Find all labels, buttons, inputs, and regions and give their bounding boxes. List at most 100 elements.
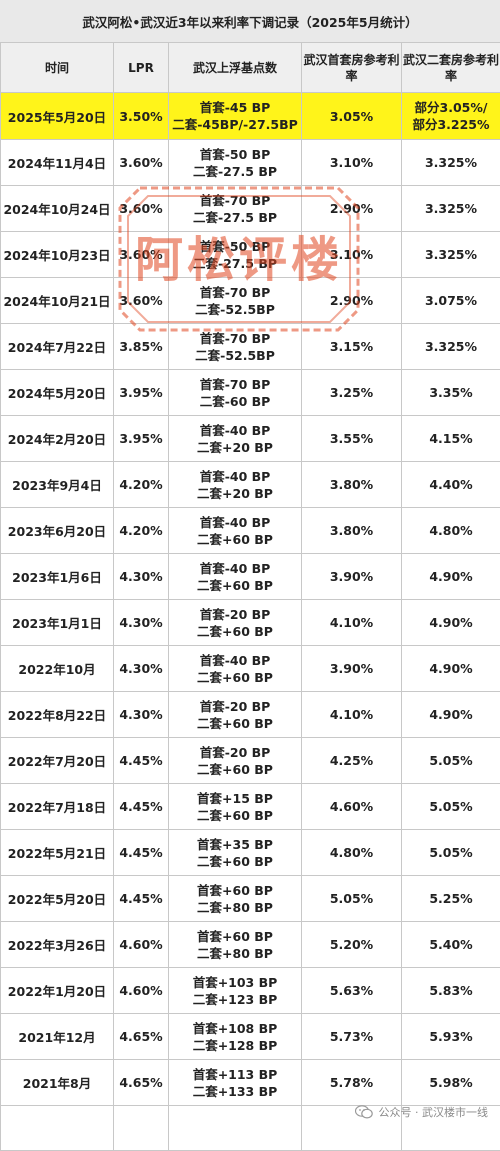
cell-second-rate: 5.40% [402,922,500,968]
bp-second-home: 二套+60 BP [169,853,301,870]
cell-date: 2021年8月 [1,1060,114,1106]
cell-first-rate: 5.63% [302,968,402,1014]
bp-second-home: 二套+80 BP [169,899,301,916]
cell-second-rate: 4.90% [402,646,500,692]
cell-second-rate: 4.90% [402,554,500,600]
footer-watermark: 公众号 · 武汉楼市一线 [355,1104,489,1120]
cell-lpr: 4.20% [114,462,169,508]
cell-second-rate: 部分3.05%/部分3.225% [402,93,500,140]
bp-first-home: 首套-70 BP [169,192,301,209]
cell-lpr: 4.30% [114,646,169,692]
page-title: 武汉阿松•武汉近3年以来利率下调记录（2025年5月统计） [0,0,500,43]
bp-second-home: 二套-27.5 BP [169,255,301,272]
cell-date: 2024年2月20日 [1,416,114,462]
cell-date: 2023年1月6日 [1,554,114,600]
cell-second-rate: 5.25% [402,876,500,922]
cell-lpr: 4.45% [114,876,169,922]
bp-first-home: 首套+35 BP [169,836,301,853]
bp-first-home: 首套-40 BP [169,468,301,485]
cell-lpr: 4.30% [114,554,169,600]
cell-lpr: 3.95% [114,370,169,416]
second-rate-part-a: 部分3.05%/ [402,99,500,116]
cell-lpr: 3.60% [114,278,169,324]
cell-first-rate: 4.10% [302,600,402,646]
cell-lpr: 4.60% [114,968,169,1014]
cell-first-rate: 4.10% [302,692,402,738]
cell-second-rate: 4.90% [402,600,500,646]
bp-second-home: 二套-52.5BP [169,301,301,318]
column-header-date: 时间 [1,43,114,93]
bp-first-home: 首套-20 BP [169,698,301,715]
cell-date: 2022年5月20日 [1,876,114,922]
cell-date: 2023年1月1日 [1,600,114,646]
cell-lpr: 4.60% [114,922,169,968]
bp-second-home: 二套+60 BP [169,669,301,686]
cell-first-rate: 3.10% [302,232,402,278]
cell-lpr: 3.60% [114,186,169,232]
column-header-second-rate: 武汉二套房参考利率 [402,43,500,93]
cell-date: 2022年8月22日 [1,692,114,738]
cell-date: 2022年3月26日 [1,922,114,968]
wechat-icon [355,1105,373,1119]
cell-lpr: 4.65% [114,1060,169,1106]
bp-second-home: 二套+60 BP [169,531,301,548]
bp-first-home: 首套+108 BP [169,1020,301,1037]
cell-lpr: 3.95% [114,416,169,462]
cell-first-rate: 3.90% [302,646,402,692]
cell-date: 2023年6月20日 [1,508,114,554]
cell-second-rate: 5.83% [402,968,500,1014]
cell-date: 2022年7月20日 [1,738,114,784]
cell-second-rate: 4.90% [402,692,500,738]
cell-date: 2024年10月24日 [1,186,114,232]
cell-first-rate: 2.90% [302,186,402,232]
cell-first-rate: 2.90% [302,278,402,324]
column-header-lpr: LPR [114,43,169,93]
bp-second-home: 二套+60 BP [169,761,301,778]
bp-first-home: 首套+15 BP [169,790,301,807]
cell-date: 2022年1月20日 [1,968,114,1014]
bp-second-home: 二套+60 BP [169,715,301,732]
bp-first-home: 首套-40 BP [169,560,301,577]
bp-second-home: 二套+80 BP [169,945,301,962]
bp-first-home: 首套-20 BP [169,744,301,761]
cell-lpr: 3.60% [114,232,169,278]
cell-lpr: 4.30% [114,600,169,646]
bp-first-home: 首套-45 BP [169,99,301,116]
bp-first-home: 首套-50 BP [169,238,301,255]
cell-first-rate: 5.73% [302,1014,402,1060]
cell-date: 2024年10月23日 [1,232,114,278]
empty-cell [169,1106,302,1151]
cell-first-rate: 3.55% [302,416,402,462]
table-header-row: 时间 LPR 武汉上浮基点数 武汉首套房参考利率 武汉二套房参考利率 [1,43,500,93]
cell-lpr: 4.45% [114,830,169,876]
cell-lpr: 4.45% [114,784,169,830]
bp-second-home: 二套+60 BP [169,623,301,640]
cell-date: 2025年5月20日 [1,93,114,140]
bp-second-home: 二套-60 BP [169,393,301,410]
cell-first-rate: 3.10% [302,140,402,186]
cell-second-rate: 5.05% [402,738,500,784]
cell-date: 2023年9月4日 [1,462,114,508]
